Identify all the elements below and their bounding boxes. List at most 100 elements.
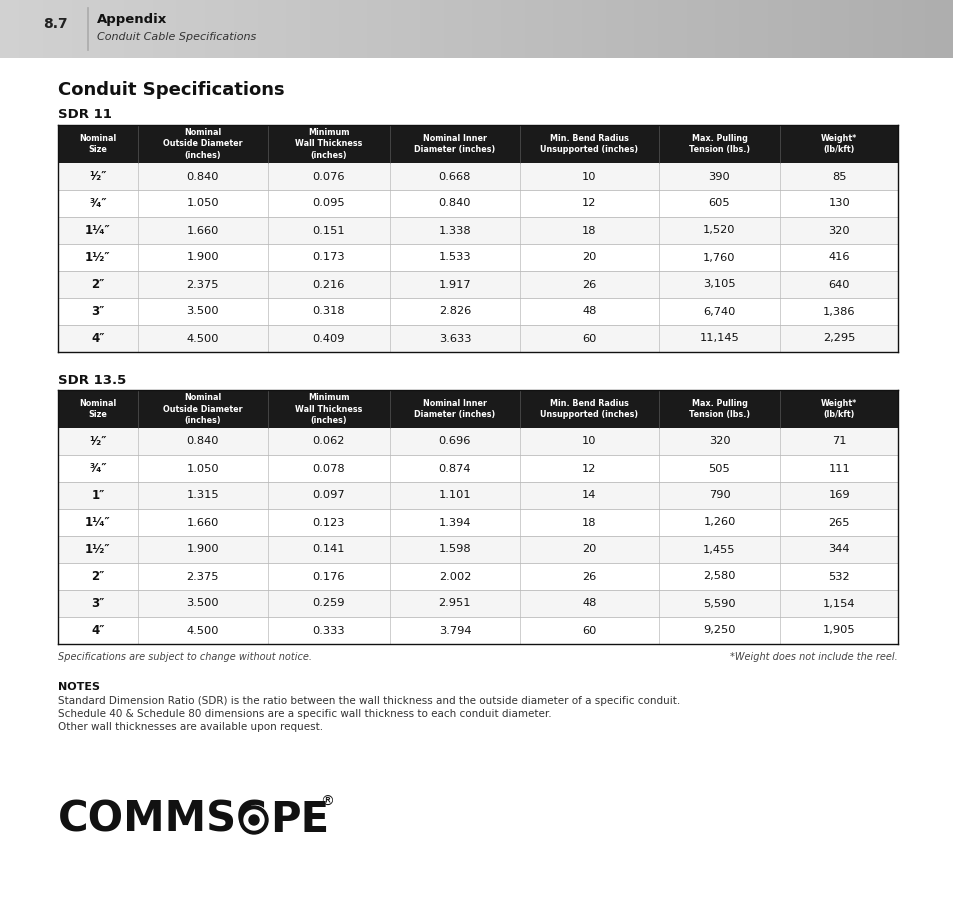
Text: Min. Bend Radius
Unsupported (inches): Min. Bend Radius Unsupported (inches) <box>539 134 638 154</box>
Bar <box>191 0 196 58</box>
Bar <box>58 428 897 455</box>
Bar <box>629 0 635 58</box>
Bar <box>300 0 306 58</box>
Text: 1.050: 1.050 <box>187 463 219 473</box>
Text: 20: 20 <box>581 544 596 554</box>
Bar <box>71 0 77 58</box>
Text: 2.826: 2.826 <box>438 306 471 316</box>
Text: 0.409: 0.409 <box>313 333 345 344</box>
Bar <box>739 0 744 58</box>
Bar <box>205 0 211 58</box>
Bar <box>62 0 68 58</box>
Bar <box>653 0 659 58</box>
Text: 3.633: 3.633 <box>438 333 471 344</box>
Bar <box>152 0 158 58</box>
Bar <box>291 0 296 58</box>
Bar <box>138 0 144 58</box>
Bar <box>91 0 96 58</box>
Bar <box>767 0 773 58</box>
Bar <box>662 0 668 58</box>
Bar <box>67 0 72 58</box>
Text: 11,145: 11,145 <box>699 333 739 344</box>
Bar <box>705 0 711 58</box>
Bar <box>586 0 592 58</box>
Text: Nominal
Outside Diameter
(inches): Nominal Outside Diameter (inches) <box>163 393 242 425</box>
Text: 2.002: 2.002 <box>438 571 471 582</box>
Bar <box>920 0 925 58</box>
Bar <box>700 0 706 58</box>
Bar <box>667 0 673 58</box>
Text: 0.097: 0.097 <box>313 490 345 500</box>
Bar <box>124 0 130 58</box>
Text: 2.375: 2.375 <box>187 571 219 582</box>
Bar <box>596 0 601 58</box>
Bar <box>0 0 6 58</box>
Text: 532: 532 <box>827 571 849 582</box>
Bar <box>58 125 897 163</box>
Text: Conduit Cable Specifications: Conduit Cable Specifications <box>97 32 256 42</box>
Text: 1.917: 1.917 <box>438 279 471 289</box>
Text: 4″: 4″ <box>91 332 105 345</box>
Text: 320: 320 <box>708 436 730 446</box>
Bar <box>534 0 539 58</box>
Text: 1.315: 1.315 <box>187 490 219 500</box>
Bar <box>195 0 201 58</box>
Text: 3.794: 3.794 <box>438 626 471 636</box>
Bar <box>448 0 454 58</box>
Text: ³⁄₄″: ³⁄₄″ <box>89 462 107 475</box>
Bar <box>839 0 844 58</box>
Bar <box>858 0 863 58</box>
Text: 169: 169 <box>827 490 849 500</box>
Bar <box>19 0 25 58</box>
Bar <box>600 0 606 58</box>
Bar <box>314 0 320 58</box>
Bar <box>791 0 797 58</box>
Text: 0.333: 0.333 <box>313 626 345 636</box>
Text: Min. Bend Radius
Unsupported (inches): Min. Bend Radius Unsupported (inches) <box>539 399 638 419</box>
Bar <box>357 0 363 58</box>
Text: *Weight does not include the reel.: *Weight does not include the reel. <box>729 652 897 662</box>
Bar <box>281 0 287 58</box>
Bar <box>886 0 892 58</box>
Bar <box>796 0 801 58</box>
Text: 0.840: 0.840 <box>187 436 219 446</box>
Bar <box>691 0 697 58</box>
Text: 0.840: 0.840 <box>187 172 219 181</box>
Text: Weight*
(lb/kft): Weight* (lb/kft) <box>821 134 857 154</box>
Text: 60: 60 <box>581 626 596 636</box>
Text: 2.375: 2.375 <box>187 279 219 289</box>
Bar <box>781 0 787 58</box>
Text: 26: 26 <box>581 571 596 582</box>
Bar <box>824 0 830 58</box>
Text: 0.151: 0.151 <box>313 225 345 235</box>
Text: 0.696: 0.696 <box>438 436 471 446</box>
Bar <box>338 0 344 58</box>
Text: Minimum
Wall Thickness
(inches): Minimum Wall Thickness (inches) <box>294 128 362 160</box>
Text: 3,105: 3,105 <box>702 279 735 289</box>
Text: 8.7: 8.7 <box>43 17 68 31</box>
Bar <box>329 0 335 58</box>
Bar <box>148 0 153 58</box>
Bar <box>891 0 897 58</box>
Bar <box>486 0 492 58</box>
Text: 18: 18 <box>581 517 596 527</box>
Bar <box>581 0 587 58</box>
Bar <box>510 0 516 58</box>
Text: NOTES: NOTES <box>58 682 100 692</box>
Text: 1.900: 1.900 <box>187 544 219 554</box>
Bar <box>5 0 10 58</box>
Bar <box>777 0 782 58</box>
Text: 0.874: 0.874 <box>438 463 471 473</box>
Bar <box>634 0 639 58</box>
Text: 1.394: 1.394 <box>438 517 471 527</box>
Bar <box>334 0 339 58</box>
Text: 0.259: 0.259 <box>313 598 345 609</box>
Text: 1,455: 1,455 <box>702 544 735 554</box>
Text: 85: 85 <box>831 172 845 181</box>
Text: Other wall thicknesses are available upon request.: Other wall thicknesses are available upo… <box>58 722 323 732</box>
Bar <box>915 0 921 58</box>
Circle shape <box>249 815 258 825</box>
Bar <box>453 0 458 58</box>
Bar <box>462 0 468 58</box>
Text: 6,740: 6,740 <box>702 306 735 316</box>
